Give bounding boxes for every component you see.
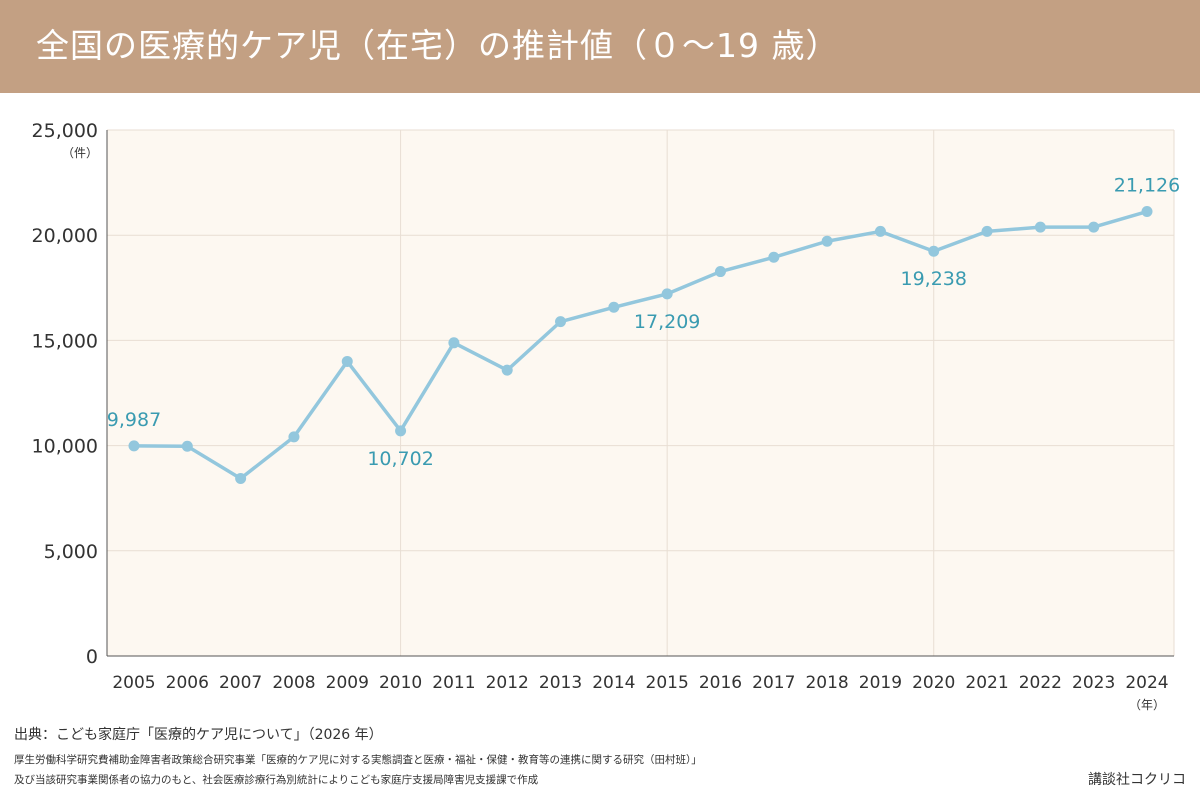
data-point xyxy=(235,472,247,484)
data-point xyxy=(981,225,993,237)
series-line xyxy=(132,209,1149,481)
data-point xyxy=(128,440,140,452)
plot-area xyxy=(107,130,1174,656)
data-label: 10,702 xyxy=(367,448,433,470)
x-tick-label: 2024 xyxy=(1125,673,1168,693)
x-tick-label: 2009 xyxy=(326,673,369,693)
data-point xyxy=(181,440,193,452)
data-point xyxy=(821,235,833,247)
x-tick-label: 2007 xyxy=(219,673,262,693)
data-label: 21,126 xyxy=(1114,175,1180,197)
y-tick-label: 10,000 xyxy=(32,436,98,458)
data-point xyxy=(928,245,940,257)
data-label: 19,238 xyxy=(900,268,966,290)
x-tick-label: 2010 xyxy=(379,673,422,693)
tick-labels: 0 5,000 10,000 15,000 20,000 25,000 （件） 2005 200… xyxy=(32,120,1169,712)
x-unit-label: （年） xyxy=(1129,698,1165,712)
x-tick-label: 2014 xyxy=(592,673,635,693)
source-line-1: 出典：こども家庭庁「医療的ケア児について」（2026 年） xyxy=(14,727,383,743)
x-tick-label: 2023 xyxy=(1072,673,1115,693)
y-tick-label: 15,000 xyxy=(32,330,98,352)
data-labels: 9,987 10,702 17,209 19,238 21,126 xyxy=(107,175,1180,470)
x-tick-label: 2017 xyxy=(752,673,795,693)
x-tick-label: 2012 xyxy=(486,673,529,693)
y-tick-label: 20,000 xyxy=(32,225,98,247)
publisher-credit: 講談社コクリコ xyxy=(1088,772,1186,788)
data-point xyxy=(1141,206,1153,218)
axes xyxy=(106,130,1174,657)
x-tick-label: 2021 xyxy=(965,673,1008,693)
x-tick-label: 2019 xyxy=(859,673,902,693)
data-point xyxy=(661,288,673,300)
y-tick-label: 25,000 xyxy=(32,120,98,142)
x-tick-label: 2022 xyxy=(1019,673,1062,693)
source-line-2: 厚生労働科学研究費補助金障害者政策総合研究事業「医療的ケア児に対する実態調査と医… xyxy=(14,754,702,766)
data-point xyxy=(341,355,353,367)
y-tick-label: 5,000 xyxy=(44,541,98,563)
data-point xyxy=(1034,221,1046,233)
data-point xyxy=(555,316,567,328)
x-tick-label: 2013 xyxy=(539,673,582,693)
title-banner: 全国の医療的ケア児（在宅）の推計値（０～19 歳） xyxy=(0,0,1200,93)
line-chart: 0 5,000 10,000 15,000 20,000 25,000 （件） 2005 200… xyxy=(32,120,1181,712)
data-point xyxy=(288,431,300,443)
data-point xyxy=(395,425,407,437)
data-point xyxy=(1088,221,1100,233)
y-unit-label: （件） xyxy=(62,146,98,160)
data-label: 17,209 xyxy=(634,311,700,333)
data-point xyxy=(501,364,513,376)
x-tick-label: 2016 xyxy=(699,673,742,693)
data-series xyxy=(128,206,1153,484)
x-tick-label: 2015 xyxy=(646,673,689,693)
y-tick-label: 0 xyxy=(86,646,98,668)
data-point xyxy=(768,251,780,263)
data-point xyxy=(874,225,886,237)
data-label: 9,987 xyxy=(107,409,161,431)
source-line-3: 及び当該研究事業関係者の協力のもと、社会医療診療行為別統計によりこども家庭庁支援… xyxy=(14,774,539,786)
chart-title: 全国の医療的ケア児（在宅）の推計値（０～19 歳） xyxy=(36,26,840,65)
data-point xyxy=(608,301,620,313)
data-point xyxy=(448,337,460,349)
x-tick-label: 2018 xyxy=(805,673,848,693)
data-point xyxy=(714,266,726,278)
x-tick-label: 2006 xyxy=(166,673,209,693)
x-tick-label: 2020 xyxy=(912,673,955,693)
x-tick-label: 2005 xyxy=(112,673,155,693)
x-tick-label: 2011 xyxy=(432,673,475,693)
x-tick-label: 2008 xyxy=(272,673,315,693)
